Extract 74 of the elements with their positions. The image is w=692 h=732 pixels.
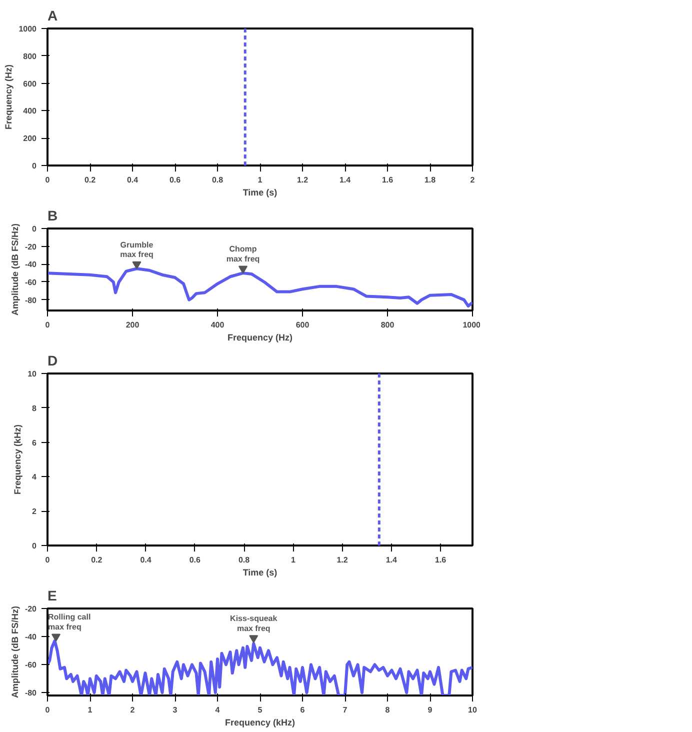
- x-tick-label: 6: [300, 706, 306, 714]
- x-tick-label: 0.8: [238, 556, 250, 564]
- x-tick-label: 1: [290, 556, 296, 564]
- y-tick-label: -60: [24, 660, 38, 670]
- x-tick-label: 1.2: [336, 556, 348, 564]
- chart-title: B: [48, 208, 58, 224]
- x-tick-label: 0.4: [140, 556, 152, 564]
- x-axis-title: Frequency (Hz): [227, 332, 293, 342]
- x-tick-label: 9: [428, 706, 433, 714]
- y-tick-label: 1000: [18, 24, 38, 34]
- x-tick-label: 1.6: [382, 176, 394, 184]
- y-tick-label: -20: [24, 242, 38, 252]
- x-tick-label: 4: [215, 706, 220, 714]
- y-axis-title: Frequency (Hz): [4, 64, 14, 130]
- x-axis-title: Time (s): [242, 188, 278, 198]
- y-tick-label: 0: [32, 162, 38, 170]
- x-tick-label: 0.4: [126, 176, 139, 184]
- x-axis-title: Frequency (kHz): [224, 718, 296, 728]
- x-tick-label: 1.8: [424, 176, 436, 184]
- x-tick-label: 1: [88, 706, 93, 714]
- y-tick-label: 0: [32, 542, 38, 550]
- y-tick-label: -20: [24, 604, 38, 614]
- x-tick-label: 0.6: [169, 176, 182, 184]
- x-tick-label: 8: [385, 706, 390, 714]
- y-tick-label: 0: [32, 224, 38, 234]
- x-tick-label: 0.6: [189, 556, 202, 564]
- annotation: Kiss-squeak max freq: [230, 614, 278, 633]
- y-tick-label: -40: [24, 632, 38, 642]
- x-tick-label: 1: [258, 176, 263, 184]
- y-tick-label: -60: [24, 278, 38, 287]
- y-tick-label: 8: [32, 404, 38, 413]
- y-axis-title: Amplitude (dB FS/Hz): [10, 606, 20, 698]
- x-tick-label: 0: [45, 706, 50, 714]
- x-tick-label: 1.2: [296, 176, 309, 184]
- y-tick-label: -80: [24, 688, 38, 698]
- y-tick-label: 6: [32, 438, 38, 448]
- x-tick-label: 1000: [462, 320, 482, 330]
- x-tick-label: 1.4: [339, 176, 352, 184]
- y-tick-label: 4: [32, 472, 38, 482]
- x-tick-label: 2: [130, 706, 136, 714]
- annotation: Chomp max freq: [226, 244, 260, 264]
- x-tick-label: 3: [172, 706, 178, 714]
- annotation: Rolling call max freq: [48, 612, 91, 632]
- y-tick-label: 200: [23, 134, 38, 144]
- x-tick-label: 200: [126, 320, 140, 330]
- y-tick-label: 600: [23, 79, 38, 88]
- x-tick-label: 0: [45, 176, 50, 184]
- chart-title: D: [48, 352, 58, 368]
- chart-title: A: [48, 8, 58, 24]
- y-tick-label: -80: [24, 296, 38, 305]
- y-tick-label: 10: [28, 370, 38, 378]
- chart-title: E: [48, 588, 57, 604]
- x-tick-label: 0.8: [212, 176, 224, 184]
- x-tick-label: 7: [342, 706, 348, 714]
- y-axis-title: Amplitude (dB FS/Hz): [10, 223, 20, 316]
- x-tick-label: 800: [380, 320, 395, 330]
- x-tick-label: 5: [258, 706, 263, 714]
- x-tick-label: 0.2: [84, 176, 96, 184]
- y-axis-title: Frequency (kHz): [12, 424, 23, 495]
- x-tick-label: 400: [210, 320, 225, 330]
- y-tick-label: 400: [23, 106, 38, 116]
- y-tick-label: -40: [24, 260, 38, 270]
- x-tick-label: 1.4: [386, 556, 398, 564]
- x-tick-label: 1.6: [435, 556, 447, 564]
- x-tick-label: 2: [470, 176, 476, 184]
- y-tick-label: 2: [32, 507, 38, 516]
- y-tick-label: 800: [23, 52, 38, 61]
- annotation: Grumble max freq: [120, 240, 154, 260]
- x-tick-label: 0: [45, 556, 50, 564]
- x-tick-label: 0: [45, 320, 50, 330]
- x-tick-label: 10: [468, 706, 478, 714]
- x-tick-label: 0.2: [91, 556, 103, 564]
- x-axis-title: Time (s): [242, 568, 278, 578]
- x-tick-label: 600: [296, 320, 310, 330]
